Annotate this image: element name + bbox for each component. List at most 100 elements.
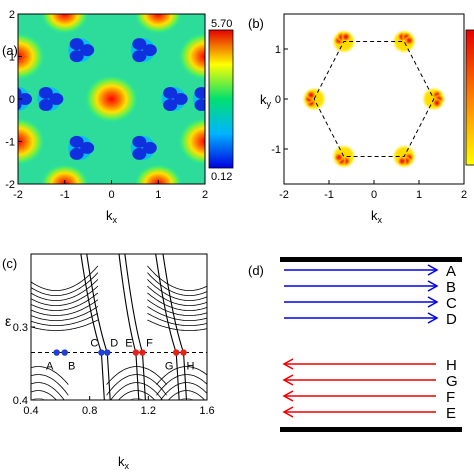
colorbar-min-label: 0.12 xyxy=(211,171,232,183)
crossing-label: F xyxy=(146,338,153,350)
panel-c-ylabel: ε xyxy=(5,313,11,329)
band-line xyxy=(31,292,99,312)
band-line xyxy=(31,272,99,297)
x-tick-label: 0 xyxy=(108,189,114,201)
crossing-label: C xyxy=(90,338,98,350)
y-tick-label: 0 xyxy=(9,94,15,106)
heatmap-minimum xyxy=(68,38,95,63)
panel-c: 0.4 0.8 1.2 1.6 0.3 0.4 A B C D E FG H (c) ε kx xyxy=(2,253,217,471)
crossing-point-d xyxy=(104,349,111,356)
band-line xyxy=(8,423,68,460)
x-tick-label: -2 xyxy=(13,189,23,201)
y-tick-label: 0 xyxy=(275,94,281,106)
forward-edge-arrow xyxy=(284,296,439,308)
band-line xyxy=(117,390,156,400)
band-line xyxy=(107,423,167,460)
panel-d-label: (d) xyxy=(248,263,264,278)
backward-edge-arrow xyxy=(282,374,436,386)
band-line xyxy=(31,279,99,302)
panel-b-xlabel: kx xyxy=(371,208,383,225)
y-tick-label: 0.4 xyxy=(13,395,28,407)
x-tick-label: 1 xyxy=(416,189,422,201)
heatmap-maximum xyxy=(18,117,45,166)
x-tick-label: 0.4 xyxy=(23,405,38,417)
heatmap-maximum xyxy=(178,32,205,81)
heatmap-maximum xyxy=(134,14,183,34)
panel-b-label: (b) xyxy=(248,16,264,31)
forward-edge-arrow xyxy=(284,264,439,276)
band-line xyxy=(147,272,207,297)
backward-edge-arrow xyxy=(282,406,436,418)
band-line xyxy=(147,292,207,312)
x-tick-label: -2 xyxy=(279,189,289,201)
x-tick-label: -1 xyxy=(324,189,334,201)
heatmap-minimum xyxy=(193,86,205,112)
x-tick-label: 1.6 xyxy=(199,405,214,417)
band-line xyxy=(8,415,68,449)
x-tick-label: 1.2 xyxy=(141,405,156,417)
forward-edge-arrow xyxy=(284,312,439,324)
heatmap-minimum xyxy=(161,86,188,112)
band-line xyxy=(129,398,145,400)
crossing-point-f xyxy=(139,349,146,356)
band-line xyxy=(31,285,99,307)
top-edge-bar xyxy=(280,257,462,262)
backward-edge-arrow xyxy=(282,358,436,370)
heatmap-minimum xyxy=(130,38,157,63)
band-line xyxy=(31,398,46,400)
edge-label: E xyxy=(446,405,456,422)
x-tick-label: 2 xyxy=(202,189,208,201)
crossing-point-b xyxy=(61,349,68,356)
band-line xyxy=(147,306,207,322)
crossing-point-h xyxy=(180,349,187,356)
y-tick-label: 2 xyxy=(9,9,15,21)
band-line xyxy=(147,285,207,307)
brillouin-zone-hexagon xyxy=(313,41,435,157)
band-line xyxy=(147,265,207,292)
panel-a-colorbar xyxy=(208,29,234,169)
panel-b-colorbar xyxy=(465,29,474,166)
band-line xyxy=(157,423,217,460)
y-tick-label: 1 xyxy=(9,52,15,64)
band-line xyxy=(147,299,207,317)
colorbar-max-label: 5.70 xyxy=(211,18,232,30)
edge-label: A xyxy=(446,263,456,280)
crossing-label: H xyxy=(187,361,195,373)
crossing-point-e xyxy=(132,349,140,356)
crossing-label: B xyxy=(68,361,75,373)
heatmap-minimum xyxy=(100,0,126,13)
band-line xyxy=(106,374,167,396)
heatmap-maximum xyxy=(84,75,139,123)
band-line xyxy=(107,415,167,449)
pocket-spot xyxy=(392,29,417,54)
y-tick-label: -2 xyxy=(5,179,15,191)
heatmap-maximum xyxy=(18,32,45,81)
band-line xyxy=(110,382,163,400)
panel-a-label: (a) xyxy=(2,43,18,58)
x-tick-label: -1 xyxy=(60,189,70,201)
panel-c-label: (c) xyxy=(2,256,17,271)
heatmap-maximum xyxy=(40,164,89,184)
panel-a: -2 -1 0 1 2 -2 -1 0 1 2 (a) kx 5.70 0.12 xyxy=(2,0,234,225)
heatmap-maximum xyxy=(178,117,205,166)
edge-label: B xyxy=(446,279,456,296)
heatmap-maximum xyxy=(134,164,183,184)
edge-label: D xyxy=(446,311,457,328)
band-line xyxy=(31,299,99,317)
x-tick-label: 2 xyxy=(461,189,467,201)
band-line xyxy=(31,265,99,292)
band-line xyxy=(31,366,69,385)
band-line xyxy=(31,382,65,400)
band-line xyxy=(147,319,207,332)
band-line xyxy=(31,306,99,322)
band-line xyxy=(147,312,207,327)
panel-c-xlabel: kx xyxy=(118,454,130,471)
crossing-label: A xyxy=(46,361,54,373)
heatmap-minimum xyxy=(130,135,157,160)
x-tick-label: 1 xyxy=(155,189,161,201)
band-line xyxy=(31,390,57,400)
edge-label: F xyxy=(446,389,455,406)
band-line xyxy=(31,312,99,327)
